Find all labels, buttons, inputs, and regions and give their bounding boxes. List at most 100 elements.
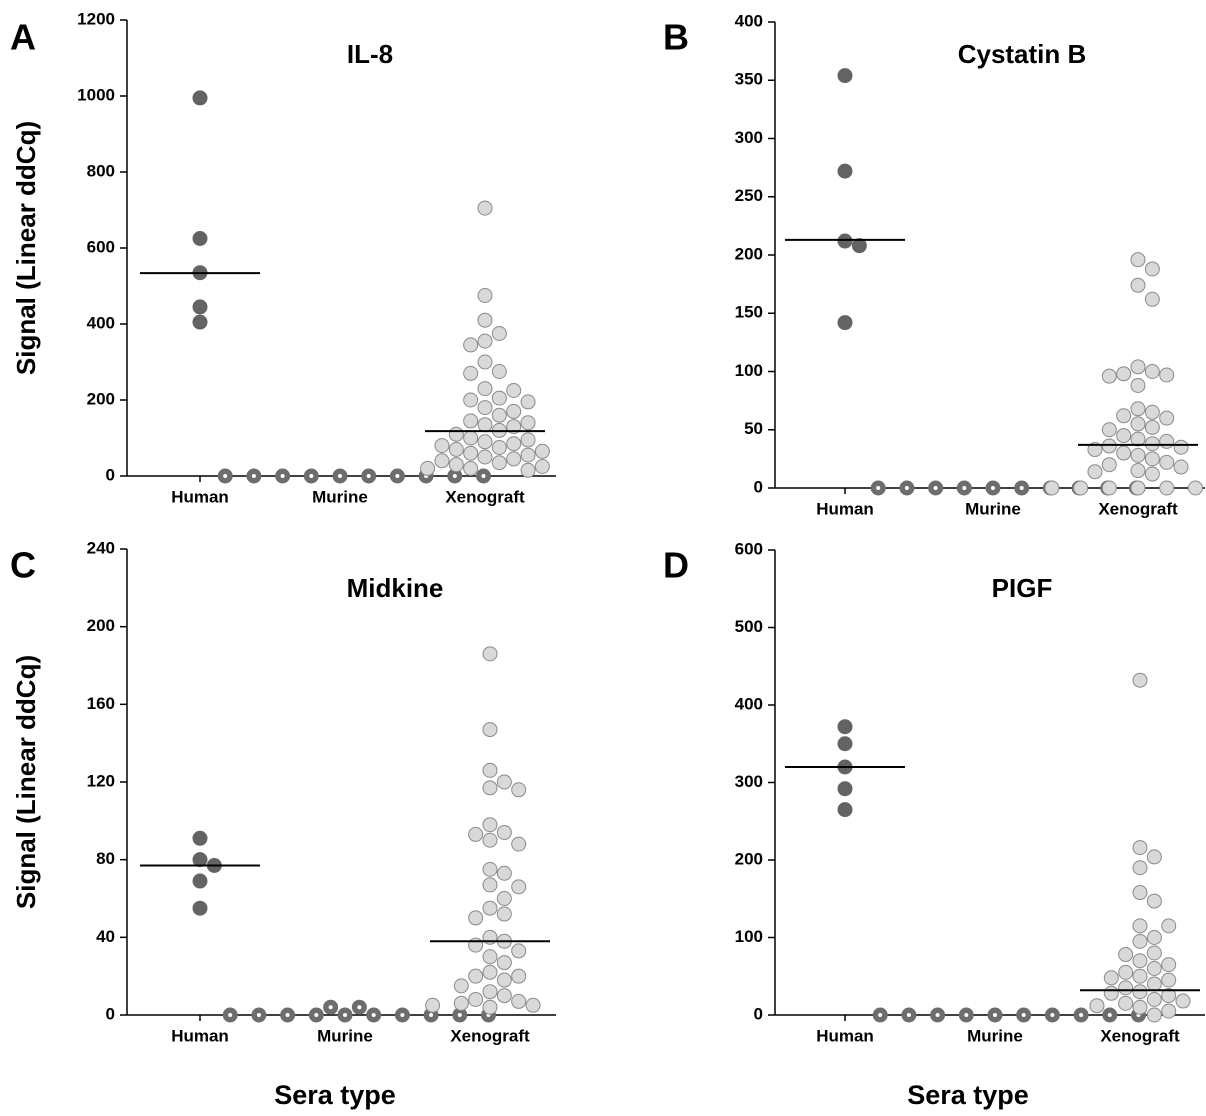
data-point: [468, 937, 484, 953]
point-center: [328, 1005, 333, 1010]
data-point: [1130, 480, 1146, 496]
x-axis-label: Sera type: [907, 1080, 1029, 1110]
data-point: [1144, 404, 1160, 420]
data-point: [1087, 464, 1103, 480]
data-point: [837, 781, 853, 797]
data-point: [477, 200, 493, 216]
data-point: [482, 964, 498, 980]
data-point: [482, 999, 498, 1015]
point-center: [1079, 1013, 1084, 1017]
data-point: [1118, 964, 1134, 980]
data-point: [468, 826, 484, 842]
data-point: [1144, 466, 1160, 482]
point-center: [1021, 1013, 1026, 1017]
data-point: [506, 419, 522, 435]
point-center: [251, 474, 256, 478]
data-point: [511, 836, 527, 852]
data-point: [1144, 291, 1160, 307]
data-point: [477, 381, 493, 397]
data-point: [1130, 463, 1146, 479]
point-center: [338, 474, 342, 478]
chart-title: IL-8: [347, 39, 393, 69]
point-center: [452, 474, 457, 478]
point-center: [285, 1013, 290, 1017]
data-point: [1146, 930, 1162, 945]
data-point: [463, 445, 479, 461]
y-tick-label: 240: [87, 538, 115, 557]
y-tick-label: 200: [735, 244, 763, 263]
data-point: [837, 315, 853, 331]
y-tick-label: 160: [87, 694, 115, 713]
data-point: [453, 978, 469, 994]
point-center: [400, 1013, 405, 1017]
data-point: [1161, 1003, 1177, 1019]
data-point: [837, 163, 853, 179]
data-point: [1130, 377, 1146, 393]
data-point: [1103, 970, 1119, 986]
y-tick-label: 150: [735, 303, 763, 322]
data-point: [434, 453, 450, 469]
data-point: [1130, 431, 1146, 447]
data-point: [1073, 480, 1089, 496]
data-point: [851, 238, 867, 254]
point-center: [343, 1013, 347, 1017]
y-tick-label: 600: [735, 539, 763, 558]
point-center: [962, 486, 967, 490]
point-center: [964, 1013, 969, 1017]
panel-letter: B: [663, 17, 689, 58]
data-point: [434, 438, 450, 454]
data-point: [837, 68, 853, 84]
data-point: [1173, 439, 1189, 455]
data-point: [1187, 480, 1203, 496]
data-point: [491, 390, 507, 406]
point-center: [1107, 1013, 1112, 1017]
data-point: [1132, 968, 1148, 984]
data-point: [482, 722, 498, 738]
data-point: [1146, 992, 1162, 1007]
data-point: [1161, 972, 1177, 988]
y-tick-label: 40: [96, 927, 115, 946]
data-point: [1132, 918, 1148, 934]
data-point: [448, 441, 464, 457]
data-point: [837, 736, 853, 752]
x-tick-label: Human: [171, 1026, 229, 1045]
data-point: [482, 877, 498, 893]
data-point: [463, 460, 479, 476]
chart-title: PIGF: [992, 573, 1053, 603]
data-point: [1116, 428, 1132, 444]
data-point: [1118, 995, 1134, 1011]
data-point: [511, 993, 527, 1009]
data-point: [491, 326, 507, 341]
data-point: [477, 449, 493, 465]
y-tick-label: 100: [735, 927, 763, 946]
point-center: [314, 1013, 319, 1017]
y-tick-label: 1000: [77, 85, 115, 104]
data-point: [1132, 885, 1148, 901]
data-point: [1144, 451, 1160, 467]
y-tick-label: 400: [735, 11, 763, 30]
y-tick-label: 800: [87, 161, 115, 180]
point-center: [993, 1013, 997, 1017]
data-point: [482, 780, 498, 796]
point-center: [906, 1013, 911, 1017]
point-center: [935, 1013, 940, 1017]
data-point: [192, 90, 208, 106]
point-center: [991, 486, 995, 490]
point-center: [256, 1013, 261, 1017]
data-point: [482, 949, 498, 965]
data-point: [468, 991, 484, 1007]
y-tick-label: 50: [744, 419, 763, 438]
data-point: [1116, 445, 1132, 461]
data-point: [192, 852, 208, 868]
data-point: [1130, 416, 1146, 432]
data-point: [477, 333, 493, 349]
data-point: [1159, 433, 1175, 449]
data-point: [1146, 945, 1162, 961]
data-point: [1044, 480, 1060, 496]
data-point: [192, 314, 208, 330]
data-point: [1089, 998, 1105, 1014]
data-point: [1144, 419, 1160, 435]
data-point: [477, 312, 493, 328]
chart-title: Midkine: [347, 573, 444, 603]
